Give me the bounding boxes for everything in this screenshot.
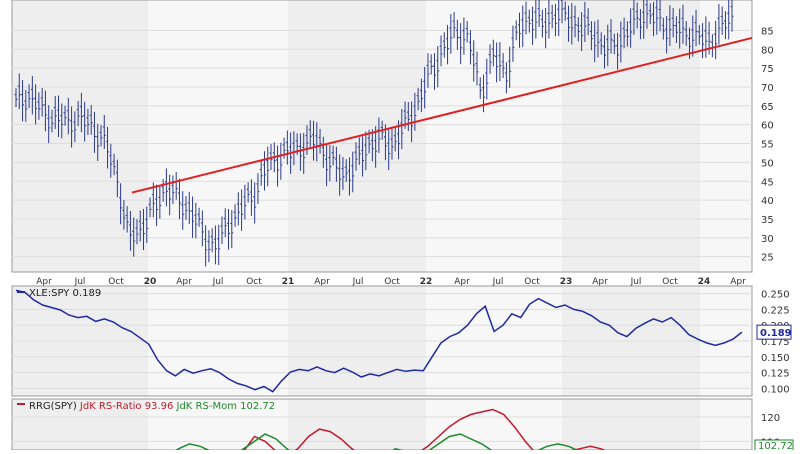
last-value-label: 102.72	[758, 441, 793, 450]
y-tick-label: 50	[761, 158, 774, 169]
y-tick-label: 55	[761, 140, 774, 151]
x-tick-label: 24	[698, 277, 711, 287]
x-tick-label: 21	[282, 277, 295, 287]
y-tick-label: 45	[761, 177, 774, 188]
x-tick-label: Oct	[384, 277, 400, 287]
y-tick-label: 120	[761, 413, 780, 424]
y-tick-label: 30	[761, 234, 774, 245]
year-band	[288, 399, 426, 450]
ratio-panel: 0.2500.2250.2000.1750.1500.1250.100XLE:S…	[11, 285, 792, 397]
y-tick-label: 65	[761, 102, 774, 113]
x-tick-label: Jul	[212, 277, 224, 287]
y-tick-label: 0.225	[761, 305, 790, 316]
y-tick-label: 70	[761, 83, 774, 94]
x-tick-label: Jul	[630, 277, 642, 287]
x-tick-label: 23	[560, 277, 573, 287]
x-tick-label: Apr	[314, 277, 330, 287]
year-band	[426, 399, 562, 450]
x-tick-label: Jul	[74, 277, 86, 287]
panel-title-part: JdK RS-Ratio 93.96	[77, 401, 174, 412]
x-tick-label: Apr	[730, 277, 746, 287]
y-tick-label: 25	[761, 253, 774, 264]
x-tick-label: Oct	[108, 277, 124, 287]
year-band	[562, 399, 700, 450]
y-tick-label: 0.100	[761, 384, 790, 395]
panel-title: XLE:SPY 0.189	[29, 288, 101, 299]
x-tick-label: 20	[144, 277, 157, 287]
panel-title: RRG(SPY) JdK RS-Ratio 93.96 JdK RS-Mom 1…	[29, 401, 275, 412]
x-tick-label: Oct	[246, 277, 262, 287]
y-tick-label: 60	[761, 121, 774, 132]
y-tick-label: 0.150	[761, 353, 790, 364]
x-tick-label: 22	[420, 277, 433, 287]
y-tick-label: 0.175	[761, 337, 790, 348]
y-tick-label: 80	[761, 45, 774, 56]
trendline	[131, 36, 753, 194]
x-tick-label: Apr	[36, 277, 52, 287]
panel-title-part: RRG(SPY)	[29, 401, 77, 412]
y-tick-label: 85	[761, 26, 774, 37]
rrg-panel: 120110RRG(SPY) JdK RS-Ratio 93.96 JdK RS…	[11, 398, 794, 454]
y-tick-label: 40	[761, 196, 774, 207]
x-tick-label: Apr	[176, 277, 192, 287]
y-tick-label: 75	[761, 64, 774, 75]
year-band	[700, 399, 752, 450]
x-tick-label: Apr	[454, 277, 470, 287]
x-tick-label: Jul	[492, 277, 504, 287]
year-band	[426, 0, 562, 272]
price-panel: 25 30 35 40 45 50 55 60 65 70 75 80 85 Apr Jul Oct 20 Apr…	[11, 0, 774, 287]
x-tick-label: Oct	[524, 277, 540, 287]
x-tick-label: Jul	[352, 277, 364, 287]
x-tick-label: Oct	[662, 277, 678, 287]
last-value-badge	[756, 324, 792, 340]
last-value-label: 0.189	[760, 328, 792, 339]
y-tick-label: 0.125	[761, 369, 790, 380]
x-tick-label: Apr	[592, 277, 608, 287]
year-band	[148, 0, 288, 272]
y-tick-label: 35	[761, 215, 774, 226]
panel-frame	[11, 0, 753, 273]
series-line-xle-spy	[15, 289, 743, 393]
y-tick-label: 0.250	[761, 290, 790, 301]
year-band	[12, 0, 148, 272]
panel-title-part: JdK RS-Mom 102.72	[173, 401, 275, 412]
